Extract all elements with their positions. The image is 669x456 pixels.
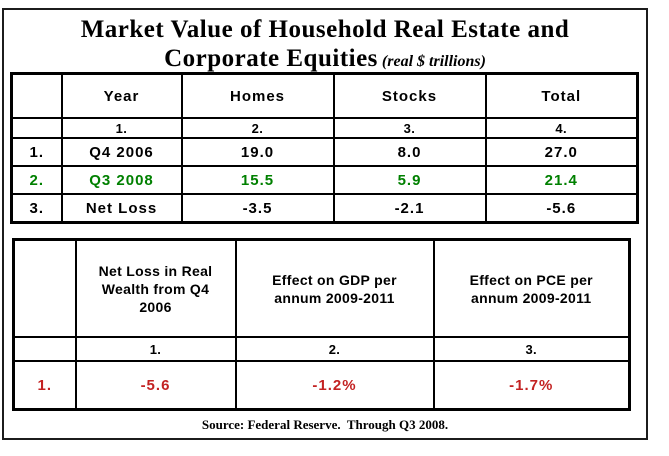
t1-r2-num: 2. bbox=[10, 165, 63, 195]
source-note: Source: Federal Reserve. Through Q3 2008… bbox=[201, 417, 449, 432]
t1-r3-homes: -3.5 bbox=[180, 193, 335, 224]
effects-table-colnumber-row: 1. 2. 3. bbox=[12, 336, 631, 362]
t1-colnum-4: 4. bbox=[484, 117, 639, 139]
t1-r1-num: 1. bbox=[10, 137, 63, 167]
t1-header-year: Year bbox=[60, 72, 183, 119]
t1-r3-total: -5.6 bbox=[484, 193, 639, 224]
table-row-effects: 1. -5.6 -1.2% -1.7% bbox=[12, 360, 631, 411]
t2-colnum-1: 1. bbox=[74, 336, 237, 362]
t1-r3-stocks: -2.1 bbox=[332, 193, 487, 224]
t1-colnum-blank bbox=[10, 117, 63, 139]
t1-r1-year: Q4 2006 bbox=[60, 137, 183, 167]
wealth-table: Year Homes Stocks Total 1. 2. 3. 4. 1. Q… bbox=[10, 72, 639, 224]
t1-r3-year: Net Loss bbox=[60, 193, 183, 224]
t1-header-stocks: Stocks bbox=[332, 72, 487, 119]
t2-header-net-loss: Net Loss in Real Wealth from Q4 2006 bbox=[74, 238, 237, 338]
t2-header-gdp: Effect on GDP per annum 2009-2011 bbox=[234, 238, 435, 338]
figure-border: Market Value of Household Real Estate an… bbox=[2, 8, 648, 440]
table-row-net-loss: 3. Net Loss -3.5 -2.1 -5.6 bbox=[10, 193, 639, 224]
t2-colnum-3: 3. bbox=[432, 336, 631, 362]
t2-header-rownum bbox=[12, 238, 77, 338]
t1-colnum-2: 2. bbox=[180, 117, 335, 139]
t1-r1-homes: 19.0 bbox=[180, 137, 335, 167]
title-line-1: Market Value of Household Real Estate an… bbox=[80, 16, 570, 43]
t1-r2-homes: 15.5 bbox=[180, 165, 335, 195]
t2-r1-net-loss: -5.6 bbox=[74, 360, 237, 411]
table-row-q4-2006: 1. Q4 2006 19.0 8.0 27.0 bbox=[10, 137, 639, 167]
t2-r1-gdp: -1.2% bbox=[234, 360, 435, 411]
t2-r1-num: 1. bbox=[12, 360, 77, 411]
t1-r1-total: 27.0 bbox=[484, 137, 639, 167]
t1-colnum-3: 3. bbox=[332, 117, 487, 139]
t2-r1-pce: -1.7% bbox=[432, 360, 631, 411]
t1-header-rownum bbox=[10, 72, 63, 119]
title-line-2-text: Corporate Equities bbox=[164, 45, 378, 72]
wealth-table-colnumber-row: 1. 2. 3. 4. bbox=[10, 117, 639, 139]
t2-colnum-blank bbox=[12, 336, 77, 362]
title-subtitle: (real $ trillions) bbox=[381, 53, 486, 70]
effects-table: Net Loss in Real Wealth from Q4 2006 Eff… bbox=[12, 238, 631, 411]
effects-table-header-row: Net Loss in Real Wealth from Q4 2006 Eff… bbox=[12, 238, 631, 338]
t2-header-pce: Effect on PCE per annum 2009-2011 bbox=[432, 238, 631, 338]
t1-r2-year: Q3 2008 bbox=[60, 165, 183, 195]
t1-r2-stocks: 5.9 bbox=[332, 165, 487, 195]
t2-colnum-2: 2. bbox=[234, 336, 435, 362]
t1-colnum-1: 1. bbox=[60, 117, 183, 139]
wealth-table-header-row: Year Homes Stocks Total bbox=[10, 72, 639, 119]
t1-r1-stocks: 8.0 bbox=[332, 137, 487, 167]
t1-r2-total: 21.4 bbox=[484, 165, 639, 195]
t1-header-homes: Homes bbox=[180, 72, 335, 119]
title-line-2: Corporate Equities (real $ trillions) bbox=[4, 44, 646, 76]
t1-header-total: Total bbox=[484, 72, 639, 119]
t1-r3-num: 3. bbox=[10, 193, 63, 224]
figure-title: Market Value of Household Real Estate an… bbox=[4, 15, 646, 76]
table-row-q3-2008: 2. Q3 2008 15.5 5.9 21.4 bbox=[10, 165, 639, 195]
